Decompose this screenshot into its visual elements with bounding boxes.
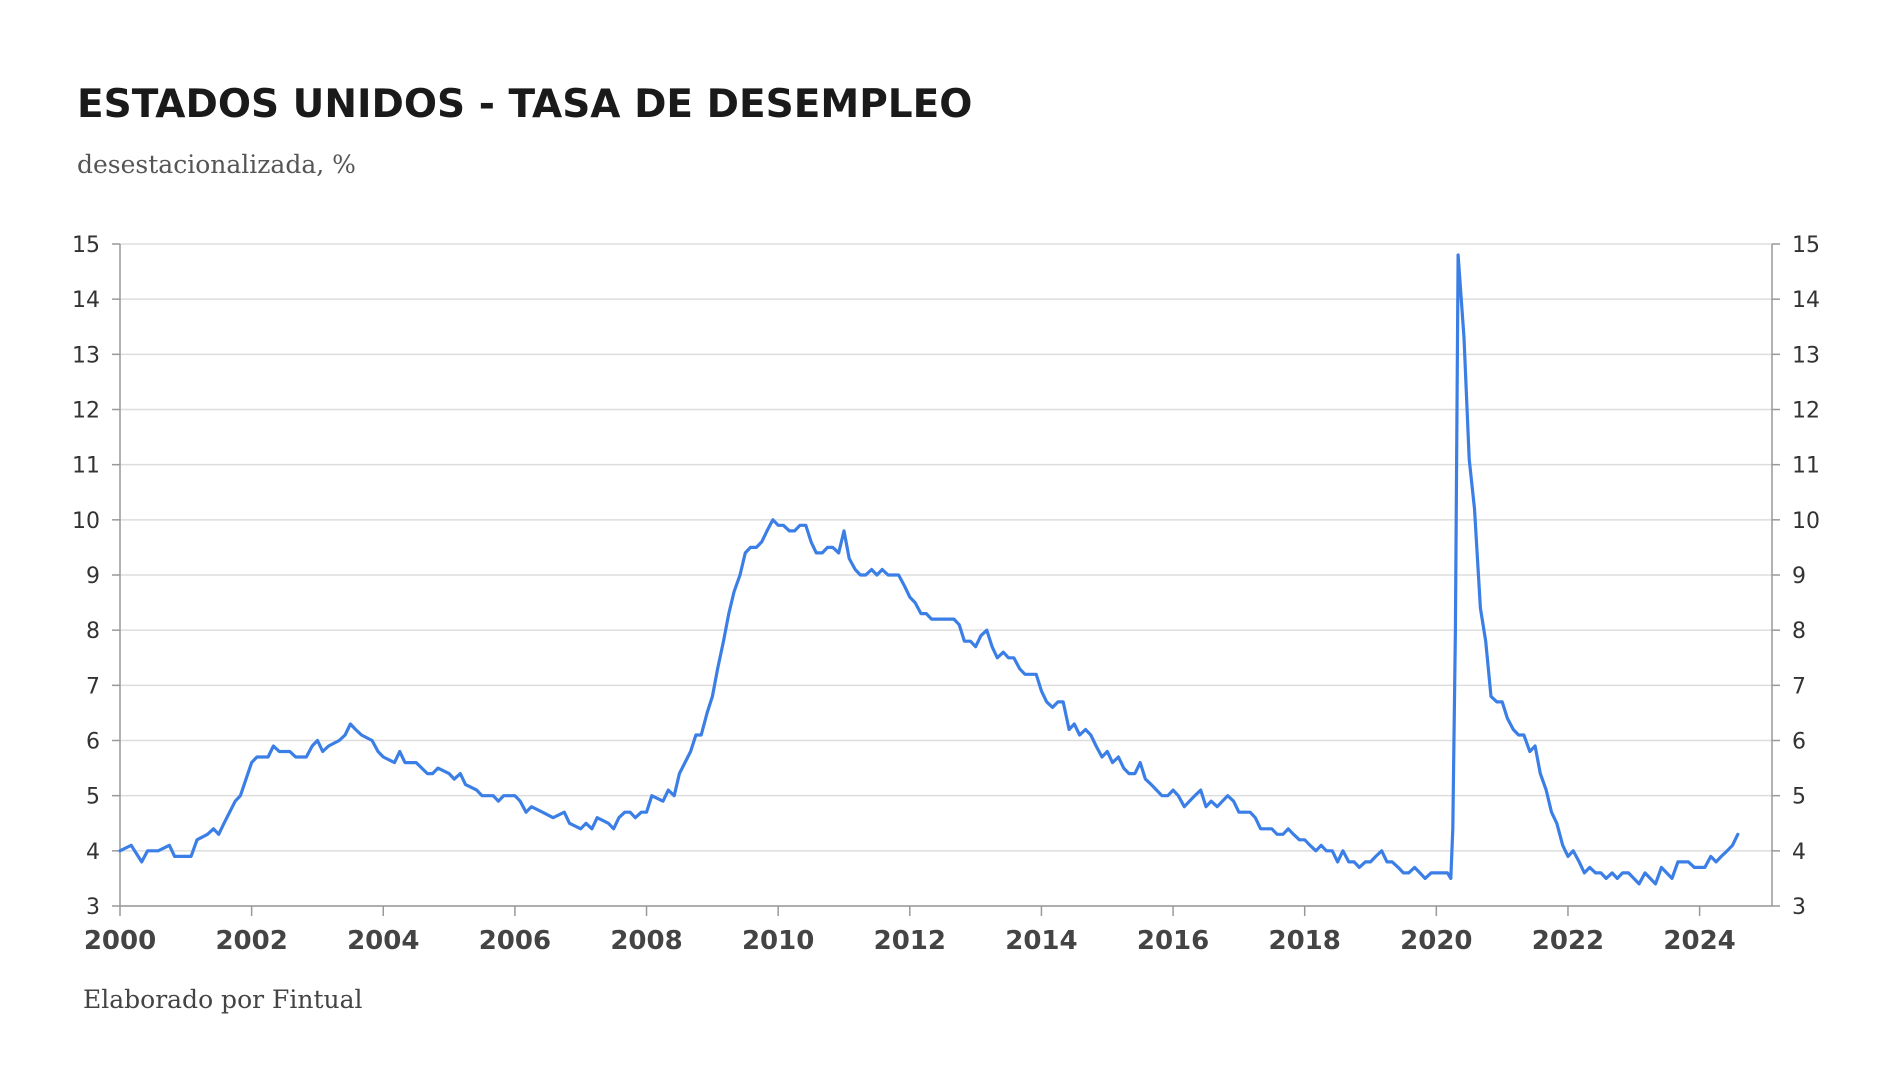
ytick-label-left-7: 7 [86, 674, 100, 699]
x-axis-ticks: 2000 2002 2004 2006 2008 2010 2012 2014 2016 2018… [84, 926, 1736, 956]
xtick-label-2016: 2016 [1137, 926, 1209, 956]
ytick-label-left-5: 5 [86, 785, 100, 810]
xtick-label-2004: 2004 [347, 926, 419, 956]
series-layer [118, 253, 1740, 886]
ytick-label-right-4: 4 [1792, 840, 1806, 865]
chart-subtitle: desestacionalizada, % [77, 150, 356, 179]
ytick-label-left-9: 9 [86, 564, 100, 589]
series-line-0 [118, 253, 1740, 886]
ytick-label-right-3: 3 [1792, 895, 1806, 920]
ytick-label-left-13: 13 [72, 343, 100, 368]
ytick-label-left-3: 3 [86, 895, 100, 920]
xtick-label-2000: 2000 [84, 926, 156, 956]
grid-lines [120, 243, 1772, 907]
xtick-label-2002: 2002 [215, 926, 287, 956]
xtick-label-2008: 2008 [610, 926, 682, 956]
ytick-label-right-12: 12 [1792, 399, 1820, 424]
ytick-label-left-12: 12 [72, 399, 100, 424]
ytick-label-left-15: 15 [72, 233, 100, 258]
ytick-label-right-6: 6 [1792, 730, 1806, 755]
ytick-label-right-9: 9 [1792, 564, 1806, 589]
xtick-label-2012: 2012 [874, 926, 946, 956]
ytick-label-right-11: 11 [1792, 454, 1820, 479]
xtick-label-2022: 2022 [1532, 926, 1604, 956]
ytick-label-right-15: 15 [1792, 233, 1820, 258]
xtick-label-2018: 2018 [1269, 926, 1341, 956]
ytick-label-right-7: 7 [1792, 674, 1806, 699]
ytick-label-left-11: 11 [72, 454, 100, 479]
ytick-label-right-13: 13 [1792, 343, 1820, 368]
ytick-label-left-8: 8 [86, 619, 100, 644]
xtick-label-2006: 2006 [479, 926, 551, 956]
chart-title: ESTADOS UNIDOS - TASA DE DESEMPLEO [77, 82, 973, 127]
y-axis-left-ticks: 3 4 5 6 7 8 9 10 11 12 13 14 15 [72, 233, 100, 920]
ytick-label-right-10: 10 [1792, 509, 1820, 534]
ytick-label-right-8: 8 [1792, 619, 1806, 644]
xtick-label-2024: 2024 [1663, 926, 1735, 956]
ytick-label-right-5: 5 [1792, 785, 1806, 810]
ytick-label-right-14: 14 [1792, 288, 1820, 313]
xtick-label-2014: 2014 [1005, 926, 1077, 956]
source-note: Elaborado por Fintual [83, 985, 363, 1014]
ytick-label-left-4: 4 [86, 840, 100, 865]
axes [112, 243, 1780, 916]
ytick-label-left-14: 14 [72, 288, 100, 313]
y-axis-right-ticks: 3 4 5 6 7 8 9 10 11 12 13 14 15 [1792, 233, 1820, 920]
xtick-label-2020: 2020 [1400, 926, 1472, 956]
ytick-label-left-10: 10 [72, 509, 100, 534]
xtick-label-2010: 2010 [742, 926, 814, 956]
ytick-label-left-6: 6 [86, 730, 100, 755]
